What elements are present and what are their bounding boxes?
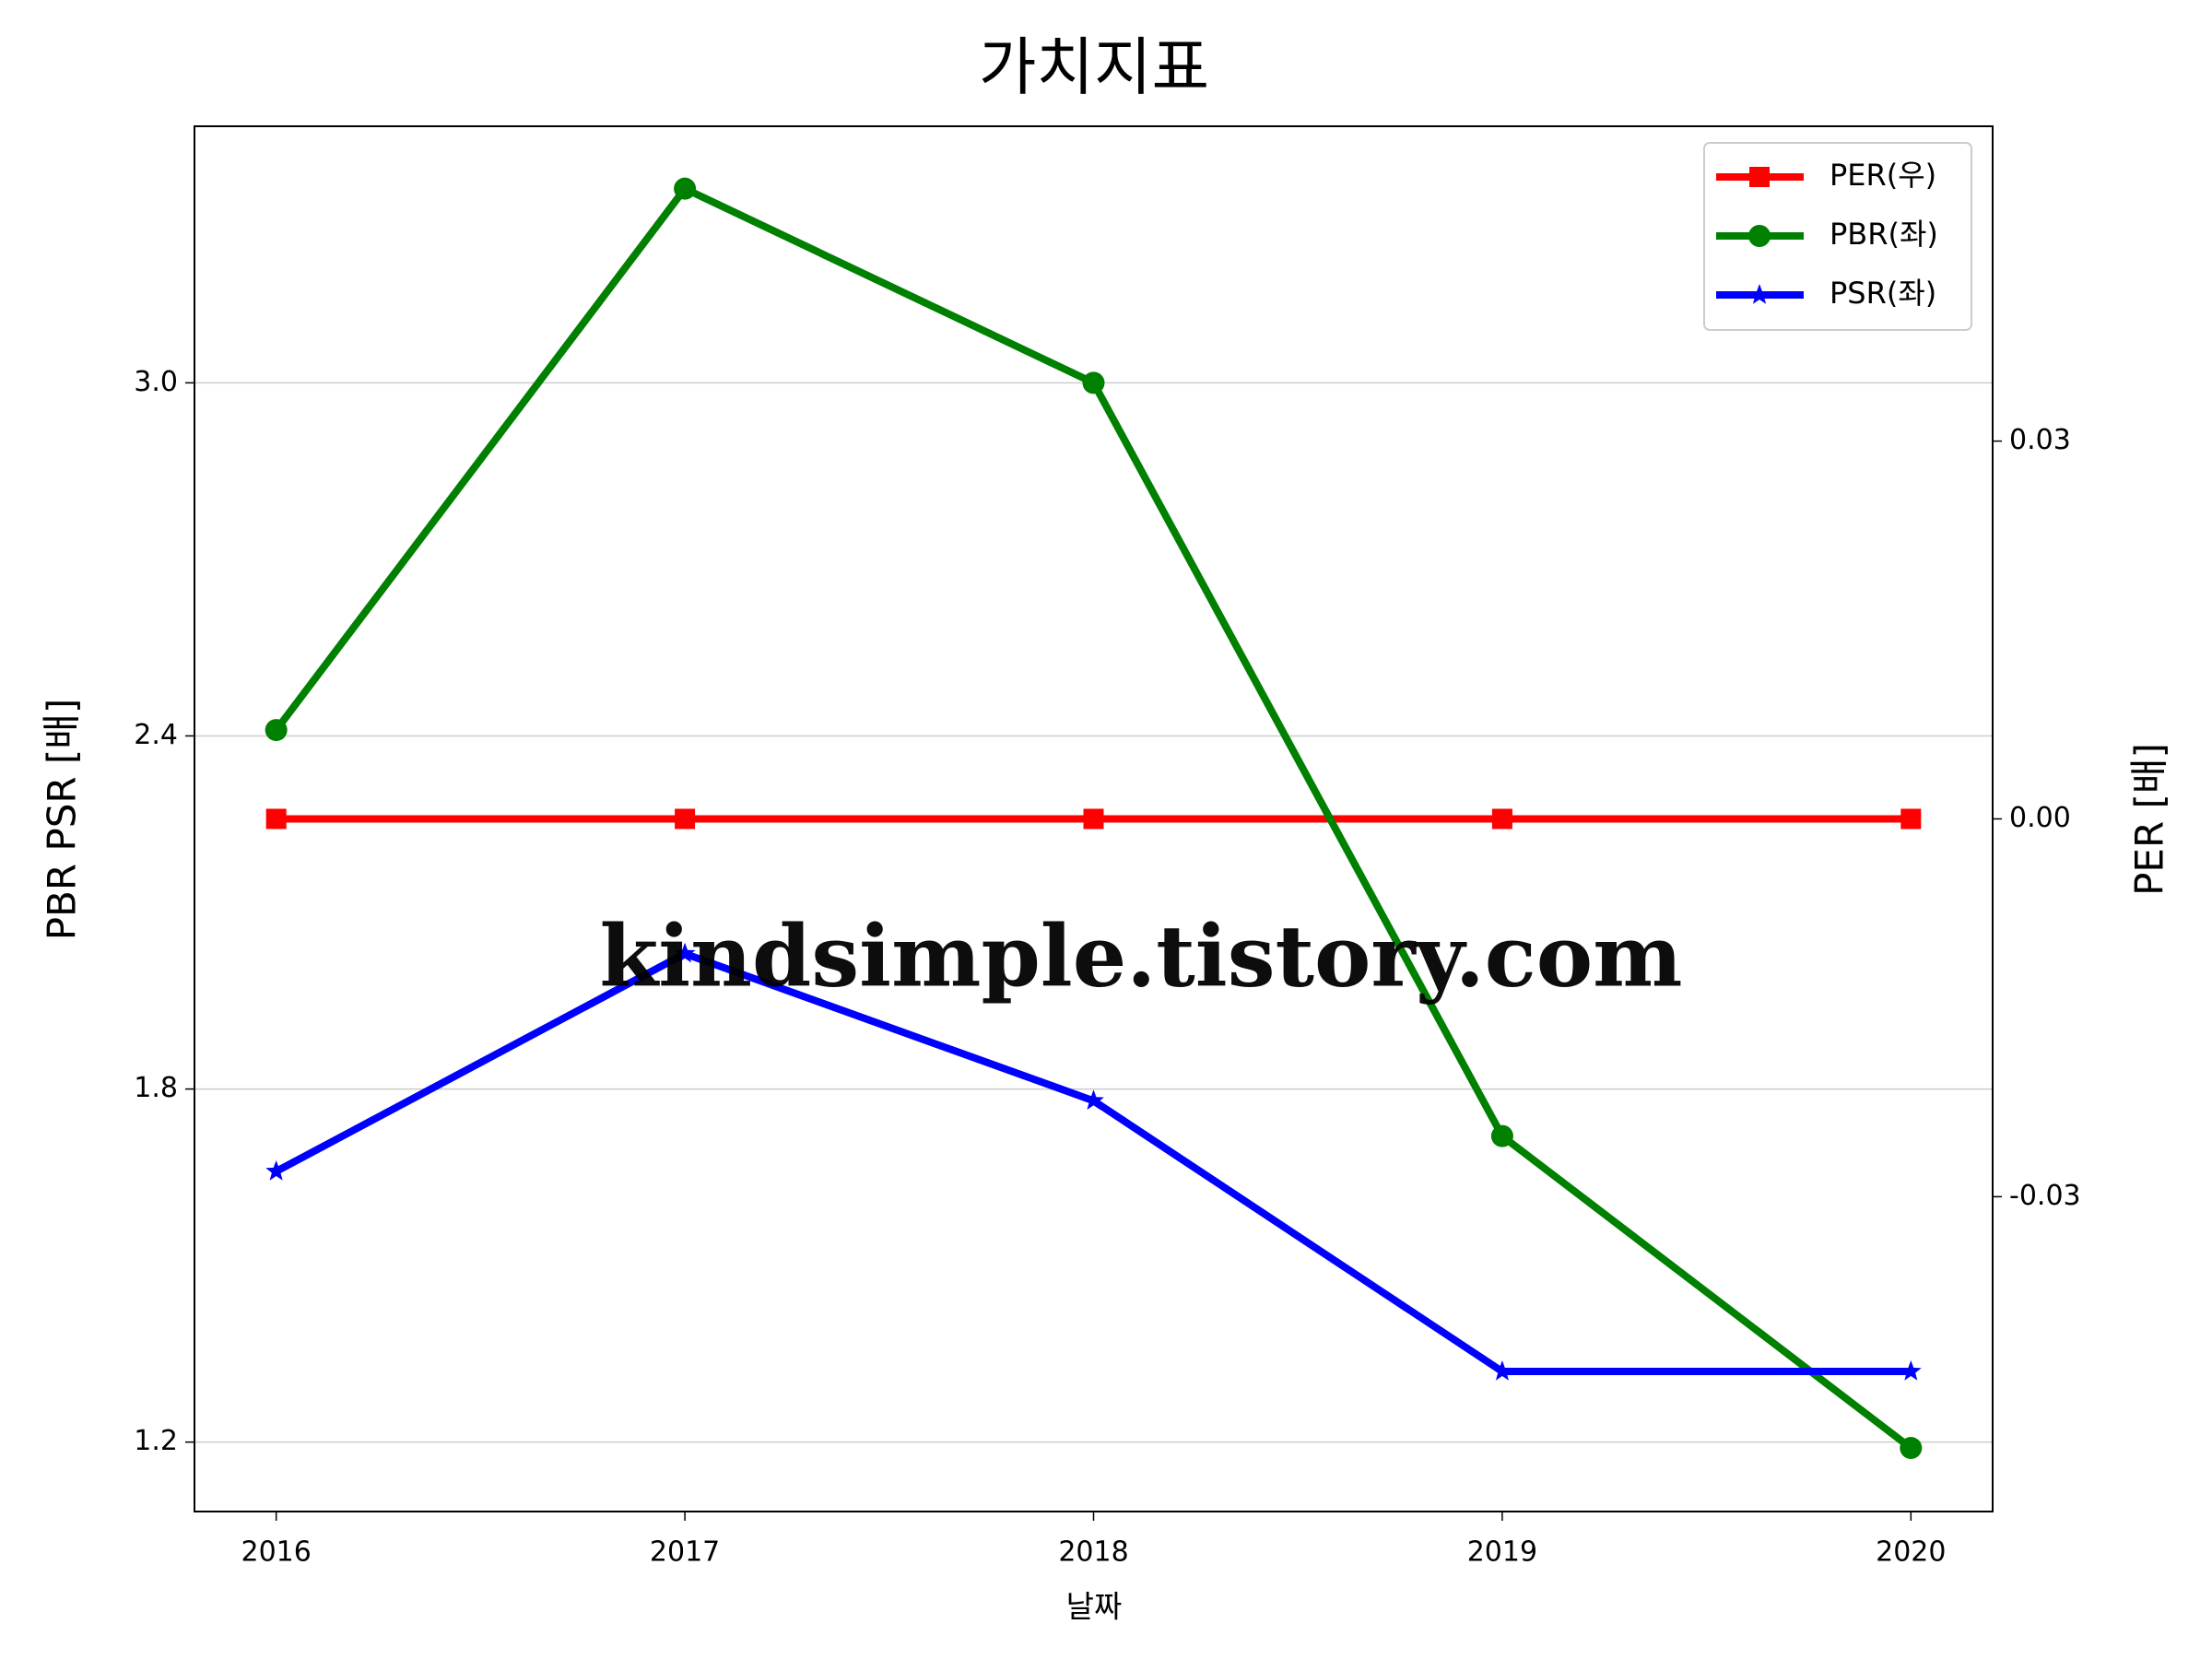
chart-title: 가치지표 [979, 32, 1209, 105]
y2-tick-label: -0.03 [2009, 1180, 2081, 1212]
marker [674, 177, 697, 200]
marker [265, 1160, 288, 1181]
marker [675, 808, 696, 830]
marker [674, 942, 696, 963]
legend-label: PBR(좌) [1830, 217, 1938, 252]
legend-label: PER(우) [1830, 158, 1936, 193]
legend-label: PSR(좌) [1830, 276, 1936, 311]
x-tick-label: 2020 [1876, 1536, 1946, 1569]
y-tick-label: 1.8 [134, 1072, 178, 1104]
y2-axis-label: PER [배] [2127, 743, 2172, 896]
x-tick-label: 2018 [1058, 1536, 1128, 1569]
y2-tick-label: 0.03 [2009, 424, 2071, 456]
marker [1900, 1437, 1923, 1460]
marker [1900, 808, 1922, 830]
legend-marker [1748, 284, 1771, 304]
x-tick-label: 2017 [650, 1536, 720, 1569]
marker [1900, 1360, 1922, 1381]
x-tick-label: 2016 [241, 1536, 312, 1569]
marker [1490, 1124, 1513, 1147]
legend-marker [1749, 167, 1770, 187]
watermark: kindsimple.tistory.com [599, 907, 1682, 1006]
marker [265, 719, 288, 742]
y2-tick-label: 0.00 [2009, 802, 2071, 834]
marker [1491, 808, 1512, 830]
legend-marker [1748, 225, 1771, 247]
x-axis-label: 날짜 [1066, 1589, 1123, 1625]
legend-box [1703, 142, 1972, 331]
marker [1082, 371, 1105, 394]
marker [1491, 1360, 1513, 1381]
y-axis-label: PBR PSR [배] [40, 699, 85, 941]
marker [1083, 1089, 1104, 1110]
y-tick-label: 2.4 [134, 719, 178, 751]
marker [265, 808, 287, 830]
y-tick-label: 3.0 [134, 366, 178, 398]
plot-frame [194, 125, 1994, 1512]
y-tick-label: 1.2 [134, 1425, 178, 1457]
x-tick-label: 2019 [1467, 1536, 1537, 1569]
marker [1083, 808, 1104, 830]
